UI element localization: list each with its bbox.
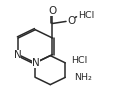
Text: NH₂: NH₂ <box>74 73 92 82</box>
Text: HCl: HCl <box>72 56 88 65</box>
Text: HCl: HCl <box>78 11 94 20</box>
Text: N: N <box>32 58 40 68</box>
Text: O: O <box>67 16 75 26</box>
Text: N: N <box>14 50 21 60</box>
Text: O: O <box>48 6 56 16</box>
